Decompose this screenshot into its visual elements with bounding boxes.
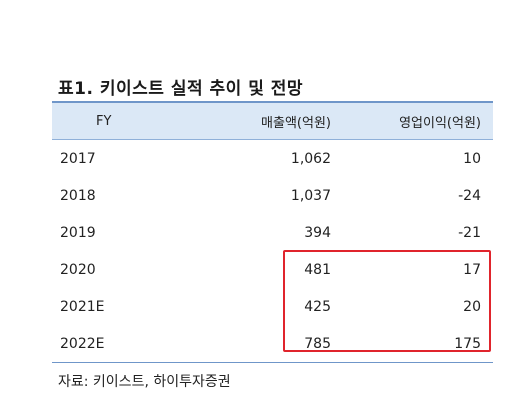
cell-year: 2019	[60, 224, 96, 241]
cell-year: 2022E	[60, 335, 105, 352]
cell-operating-profit: 20	[463, 298, 481, 315]
table-header: FY 매출액(억원) 영업이익(억원)	[52, 101, 493, 140]
cell-operating-profit: 175	[454, 335, 481, 352]
cell-operating-profit: 10	[463, 150, 481, 167]
cell-revenue: 481	[304, 261, 331, 278]
table-row: 2019 394 -21	[52, 214, 493, 251]
table-row: 2020 481 17	[52, 251, 493, 288]
cell-year: 2017	[60, 150, 96, 167]
cell-operating-profit: -21	[458, 224, 481, 241]
table-row: 2017 1,062 10	[52, 140, 493, 177]
cell-revenue: 394	[304, 224, 331, 241]
cell-operating-profit: 17	[463, 261, 481, 278]
cell-revenue: 425	[304, 298, 331, 315]
financial-table: FY 매출액(억원) 영업이익(억원) 2017 1,062 10 2018 1…	[52, 101, 493, 363]
cell-operating-profit: -24	[458, 187, 481, 204]
cell-year: 2020	[60, 261, 96, 278]
cell-year: 2018	[60, 187, 96, 204]
cell-revenue: 1,062	[290, 150, 331, 167]
cell-year: 2021E	[60, 298, 105, 315]
cell-revenue: 1,037	[290, 187, 331, 204]
table-row: 2018 1,037 -24	[52, 177, 493, 214]
header-revenue: 매출액(억원)	[261, 115, 331, 131]
source-note: 자료: 키이스트, 하이투자증권	[58, 374, 231, 390]
highlight-box	[283, 250, 491, 352]
header-fy: FY	[96, 113, 112, 129]
header-operating-profit: 영업이익(억원)	[399, 115, 481, 131]
table-title: 표1. 키이스트 실적 추이 및 전망	[58, 79, 304, 99]
table-row: 2021E 425 20	[52, 288, 493, 325]
cell-revenue: 785	[304, 335, 331, 352]
table-row: 2022E 785 175	[52, 325, 493, 363]
